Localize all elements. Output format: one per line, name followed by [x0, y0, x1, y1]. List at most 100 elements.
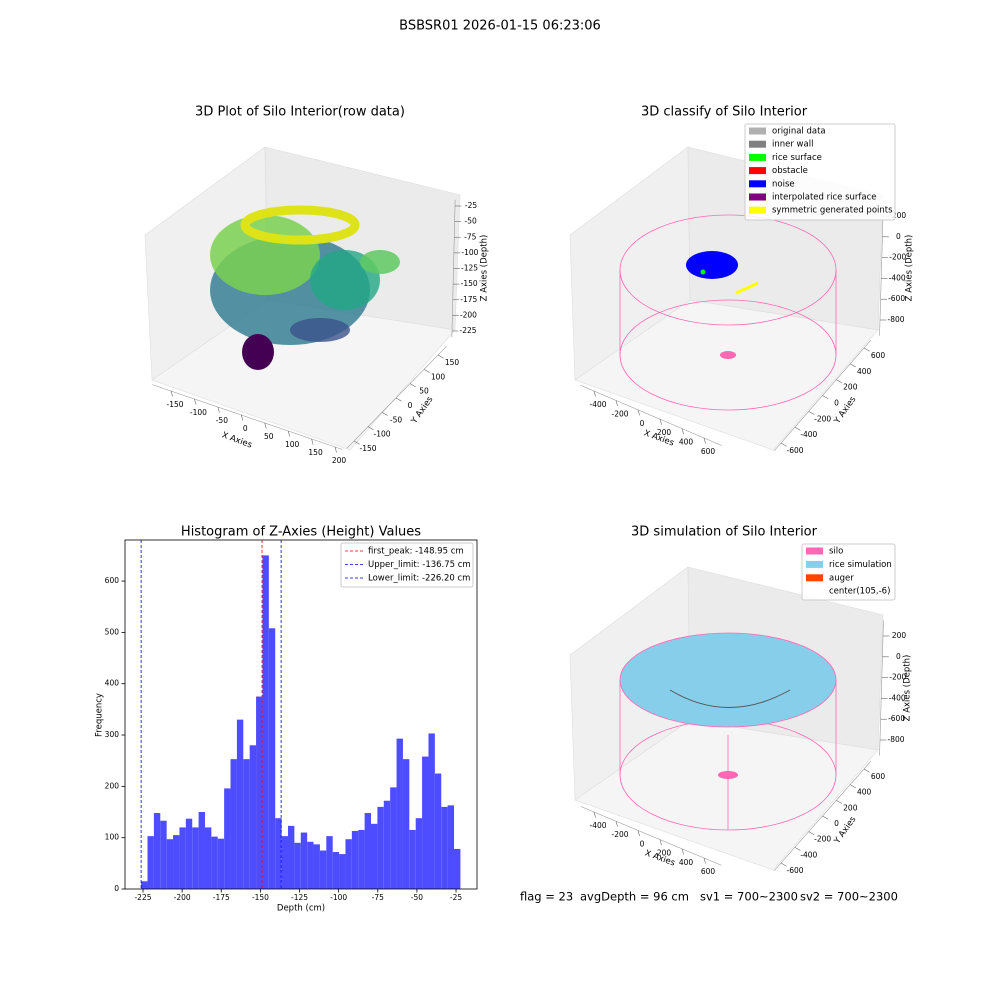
scene-3d	[569, 566, 884, 871]
x-tick-label: 0	[640, 419, 645, 428]
y-tick-label: 600	[871, 772, 886, 781]
bar	[287, 825, 295, 889]
bar	[326, 836, 333, 889]
y-tick-label: 600	[871, 351, 886, 360]
tick-mark	[822, 395, 829, 399]
tick-mark	[593, 390, 596, 397]
axis-line	[580, 385, 722, 446]
tick-mark	[381, 412, 388, 416]
bar	[383, 800, 391, 889]
tick-mark	[780, 442, 787, 447]
bar	[166, 839, 174, 889]
tick-mark	[395, 397, 402, 402]
bar	[204, 827, 212, 889]
axis-line	[346, 346, 447, 449]
axis-line	[879, 200, 884, 336]
tick-mark	[836, 800, 843, 804]
bar	[339, 854, 346, 889]
bar	[422, 756, 429, 889]
legend-label: symmetric generated points	[772, 206, 893, 216]
tick-mark	[170, 390, 173, 397]
bar	[185, 818, 193, 889]
y-tick-label: 0	[408, 401, 413, 410]
y-tick-label: 50	[419, 387, 429, 396]
legend-label: obstacle	[772, 166, 808, 176]
bar	[160, 820, 167, 889]
z-tick-label: -200	[460, 310, 477, 319]
tick-mark	[367, 426, 374, 431]
x-tick-label: 0	[243, 424, 248, 433]
x-tick-label: 150	[308, 448, 323, 457]
bar	[256, 696, 263, 889]
z-tick-label: -800	[887, 315, 904, 324]
tick-mark	[409, 383, 416, 388]
tick-mark	[703, 857, 706, 864]
bar	[147, 836, 154, 889]
bar	[198, 812, 205, 889]
y-tick-label: -100	[373, 430, 390, 439]
chart-title: 3D Plot of Silo Interior(row data)	[195, 105, 405, 120]
legend-label: noise	[772, 179, 795, 189]
y-tick-label: -600	[786, 866, 803, 875]
bar	[307, 841, 314, 889]
y-tick-label: -400	[800, 850, 817, 859]
y-tick-label: 300	[105, 730, 120, 739]
footer-text: sv2 = 700~2300	[800, 890, 898, 904]
bar	[141, 881, 148, 889]
tick-mark	[334, 446, 337, 453]
legend-label: first_peak: -148.95 cm	[368, 547, 464, 557]
x-tick-label: -200	[611, 830, 628, 839]
legend-box	[744, 123, 896, 221]
legend-label: original data	[772, 127, 826, 137]
legend-label: rice simulation	[829, 560, 892, 570]
x-tick-label: -25	[450, 893, 462, 902]
x-tick-label: 200	[332, 456, 347, 465]
bar	[173, 835, 180, 889]
z-tick-label: -150	[461, 279, 478, 288]
legend-label: inner wall	[772, 140, 813, 150]
x-tick-label: 50	[264, 432, 274, 441]
legend-swatch	[749, 140, 766, 148]
z-tick-label: -125	[461, 264, 478, 273]
legend-swatch	[806, 574, 823, 582]
tick-mark	[863, 768, 870, 773]
y-tick-label: 200	[843, 803, 858, 812]
x-tick-label: 600	[701, 867, 716, 876]
x-tick-label: 100	[285, 440, 300, 449]
bar	[351, 831, 359, 889]
bar	[371, 823, 378, 889]
y-tick-label: 200	[105, 781, 120, 790]
bar	[313, 844, 320, 889]
legend-label: Lower_limit: -226.20 cm	[368, 574, 470, 584]
bar	[358, 829, 365, 889]
z-axis-label: Z Axies (Depth)	[905, 235, 915, 302]
axes-frame	[124, 539, 478, 890]
z-axis-label: Z Axies (Depth)	[903, 655, 913, 722]
figure-title: BSBSR01 2026-01-15 06:23:06	[399, 19, 601, 34]
y-tick-label: 100	[105, 833, 120, 842]
tick-mark	[353, 440, 360, 445]
z-tick-label: -200	[889, 673, 906, 682]
x-tick-label: -400	[589, 400, 606, 409]
z-tick-label: -175	[460, 295, 477, 304]
x-axis-label: Depth (cm)	[277, 904, 325, 914]
z-tick-label: 200	[892, 631, 907, 640]
tick-mark	[808, 411, 815, 415]
legend-label: auger	[829, 573, 854, 583]
legend-swatch	[806, 560, 823, 568]
bar	[249, 745, 257, 889]
legend-label: center(105,-6)	[829, 587, 890, 597]
tick-mark	[423, 369, 430, 373]
z-tick-label: -100	[461, 248, 478, 257]
bar	[236, 719, 244, 889]
tick-mark	[850, 363, 856, 368]
x-tick-label: -125	[291, 893, 308, 902]
x-tick-label: 400	[679, 438, 694, 447]
z-tick-label: 0	[896, 232, 901, 241]
x-tick-label: -100	[190, 408, 207, 417]
x-tick-label: -200	[611, 409, 628, 418]
x-tick-label: 200	[657, 849, 672, 858]
tick-mark	[659, 839, 662, 846]
x-tick-label: 0	[640, 839, 645, 848]
tick-mark	[681, 848, 684, 855]
